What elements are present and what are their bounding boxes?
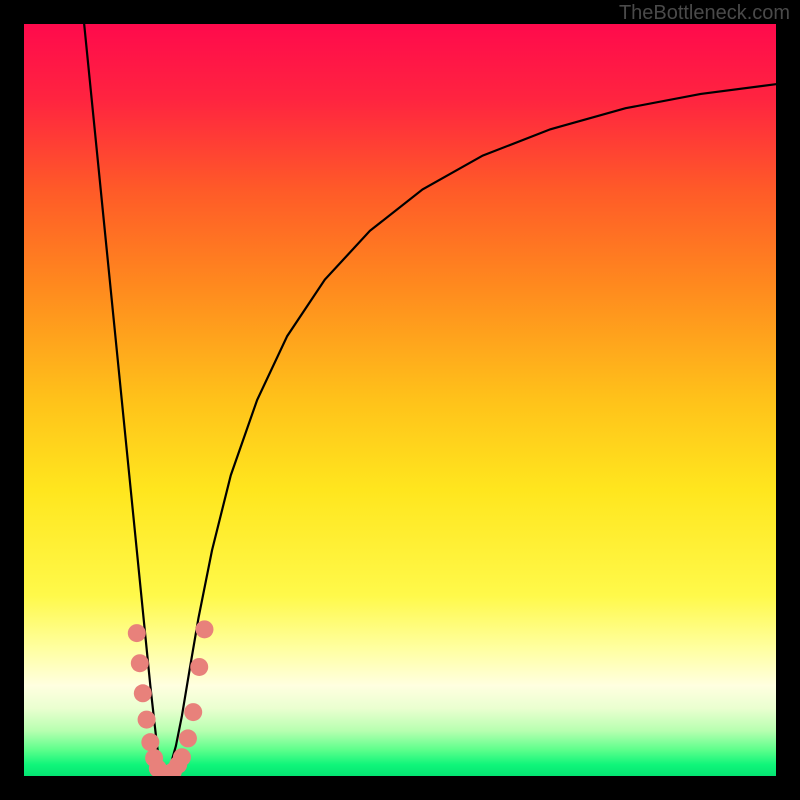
data-marker (131, 654, 149, 672)
chart-svg (24, 24, 776, 776)
data-marker (128, 624, 146, 642)
data-marker (195, 620, 213, 638)
bottleneck-curve-left (84, 24, 164, 776)
data-marker (138, 711, 156, 729)
data-marker (141, 733, 159, 751)
data-marker (134, 684, 152, 702)
data-marker (190, 658, 208, 676)
data-marker (184, 703, 202, 721)
bottleneck-curve-right (164, 84, 776, 776)
outer-frame: TheBottleneck.com (0, 0, 800, 800)
data-marker (179, 729, 197, 747)
watermark-text: TheBottleneck.com (619, 2, 790, 25)
data-marker (173, 748, 191, 766)
plot-area (24, 24, 776, 776)
